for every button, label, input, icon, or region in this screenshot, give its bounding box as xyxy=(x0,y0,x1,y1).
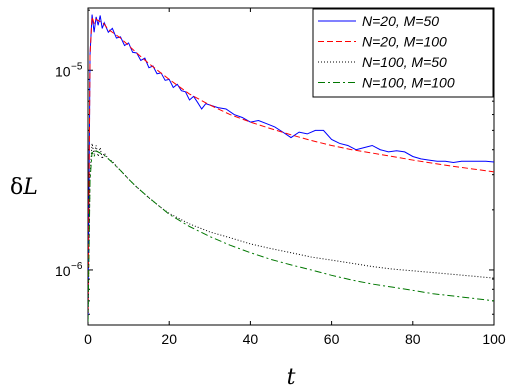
series-line-2 xyxy=(88,16,494,322)
series-layer xyxy=(88,14,494,322)
y-axis-label-var: L xyxy=(22,175,38,200)
y-axis-label: δL xyxy=(10,175,38,200)
legend-label-4: N=100, M=100 xyxy=(362,75,455,91)
legend-label-3: N=100, M=50 xyxy=(362,54,447,70)
legend-label-1: N=20, M=50 xyxy=(362,13,439,29)
x-axis-label: t xyxy=(287,365,296,389)
y-axis-label-delta: δ xyxy=(10,175,23,200)
x-tick-label: 40 xyxy=(243,331,259,347)
series-line-4 xyxy=(88,150,494,322)
plot-frame xyxy=(87,7,495,326)
series-line-1 xyxy=(88,14,494,322)
legend-label-2: N=20, M=100 xyxy=(362,34,447,50)
x-tick-label: 20 xyxy=(161,331,177,347)
y-tick-label-base: 10 xyxy=(55,63,71,79)
y-tick-label-exponent: −5 xyxy=(71,61,83,72)
x-tick-label: 60 xyxy=(324,331,340,347)
series-line-3 xyxy=(88,143,494,322)
x-tick-label: 100 xyxy=(482,331,506,347)
legend: N=20, M=50 N=20, M=100 N=100, M=50 N=100, M… xyxy=(312,8,494,98)
y-tick-label-base: 10 xyxy=(55,263,71,279)
y-tick-label-exponent: −6 xyxy=(71,261,83,272)
x-tick-label: 80 xyxy=(405,331,421,347)
x-tick-label: 0 xyxy=(84,331,92,347)
